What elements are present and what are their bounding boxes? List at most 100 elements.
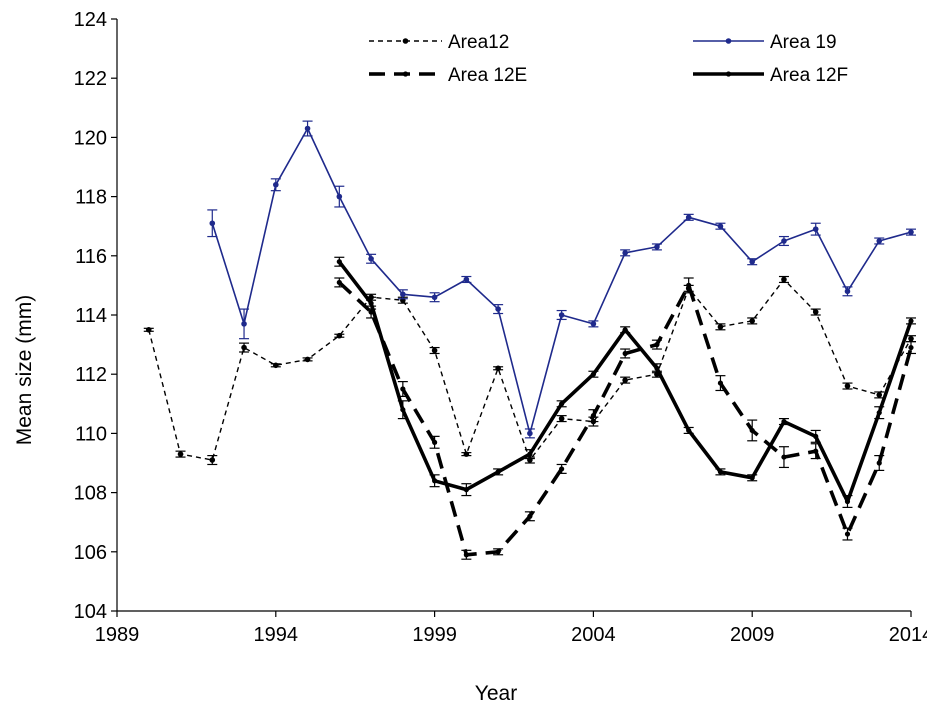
data-point xyxy=(717,469,724,475)
series-layer xyxy=(143,120,916,560)
data-point xyxy=(241,344,247,351)
legend-label: Area 12E xyxy=(448,65,527,86)
legend: Area12 Area 19 Area 12E Area 12F xyxy=(369,32,848,86)
legend-label: Area12 xyxy=(448,32,509,53)
data-point xyxy=(781,276,787,283)
data-point xyxy=(622,327,628,333)
data-point xyxy=(336,193,343,200)
data-point xyxy=(590,371,597,377)
data-point xyxy=(749,427,755,434)
axes: 104 106 108 110 112 114 116 118 120 122 124 1989 199… xyxy=(74,9,927,646)
data-point xyxy=(495,365,501,372)
data-point xyxy=(654,342,660,348)
data-point xyxy=(622,250,628,256)
data-point xyxy=(177,451,184,457)
legend-item-area-12f: Area 12F xyxy=(693,65,848,86)
legend-marker xyxy=(402,38,409,44)
data-point xyxy=(654,365,660,371)
data-point xyxy=(781,418,787,425)
y-tick-label: 106 xyxy=(74,542,107,564)
data-point xyxy=(558,415,565,422)
x-tick-label: 1994 xyxy=(254,624,299,646)
data-point xyxy=(844,531,851,537)
data-point xyxy=(622,377,628,383)
y-tick-label: 120 xyxy=(74,127,107,149)
data-point xyxy=(844,383,851,389)
data-point xyxy=(463,487,469,493)
data-point xyxy=(908,344,914,351)
data-point xyxy=(717,223,724,229)
data-point xyxy=(432,439,438,445)
data-point xyxy=(400,291,406,298)
x-axis-title: Year xyxy=(475,682,517,705)
data-point xyxy=(463,276,470,283)
data-point xyxy=(749,258,755,265)
data-point xyxy=(273,181,279,188)
data-point xyxy=(685,214,692,221)
data-point xyxy=(559,466,565,472)
data-point xyxy=(495,306,501,312)
data-point xyxy=(431,294,438,301)
data-point xyxy=(908,318,914,324)
y-tick-label: 104 xyxy=(74,601,107,623)
data-point xyxy=(844,288,851,295)
data-point xyxy=(495,469,501,475)
data-point xyxy=(559,401,565,407)
series-area12 xyxy=(143,275,916,466)
y-tick-label: 118 xyxy=(75,187,107,209)
data-point xyxy=(273,362,279,369)
data-point xyxy=(209,457,216,463)
x-tick-label: 2014 xyxy=(889,624,927,646)
series-line-area-12e xyxy=(338,281,913,557)
data-point xyxy=(749,318,755,324)
data-point xyxy=(717,324,724,330)
data-point xyxy=(813,433,819,439)
data-point xyxy=(844,498,851,505)
data-point xyxy=(590,413,597,419)
data-point xyxy=(241,321,247,327)
data-point xyxy=(304,356,311,363)
data-point xyxy=(336,332,343,339)
data-point xyxy=(336,279,342,286)
data-point xyxy=(400,386,406,392)
legend-item-area12: Area12 xyxy=(369,32,509,53)
data-point xyxy=(717,380,724,386)
data-point xyxy=(654,244,660,250)
data-point xyxy=(400,407,406,413)
data-point xyxy=(495,549,501,555)
series-area-12f xyxy=(334,256,916,508)
data-point xyxy=(432,478,438,484)
series-area-19 xyxy=(207,120,916,439)
x-tick-label: 1999 xyxy=(412,624,457,646)
y-tick-label: 124 xyxy=(74,9,107,31)
y-tick-label: 114 xyxy=(75,305,107,327)
y-tick-label: 110 xyxy=(75,423,107,445)
y-tick-label: 112 xyxy=(75,364,107,386)
y-axis-title: Mean size (mm) xyxy=(13,295,36,446)
data-point xyxy=(908,229,914,235)
x-tick-label: 2004 xyxy=(571,624,616,646)
y-tick-label: 116 xyxy=(75,246,107,268)
data-point xyxy=(781,238,787,244)
data-point xyxy=(304,125,311,132)
data-point xyxy=(209,220,216,227)
data-point xyxy=(876,392,883,398)
data-point xyxy=(686,282,692,288)
data-point xyxy=(431,347,438,354)
data-point xyxy=(145,327,152,333)
data-point xyxy=(463,552,469,558)
legend-marker xyxy=(725,71,732,77)
series-area-12e xyxy=(334,277,916,560)
data-point xyxy=(749,475,755,481)
data-point xyxy=(813,448,819,454)
data-point xyxy=(876,238,883,244)
data-point xyxy=(527,430,533,437)
x-tick-label: 1989 xyxy=(95,624,140,646)
data-point xyxy=(908,335,914,342)
legend-item-area-19: Area 19 xyxy=(693,32,837,53)
data-point xyxy=(812,309,819,315)
data-point xyxy=(527,451,533,457)
data-point xyxy=(622,350,628,357)
data-point xyxy=(368,255,374,262)
